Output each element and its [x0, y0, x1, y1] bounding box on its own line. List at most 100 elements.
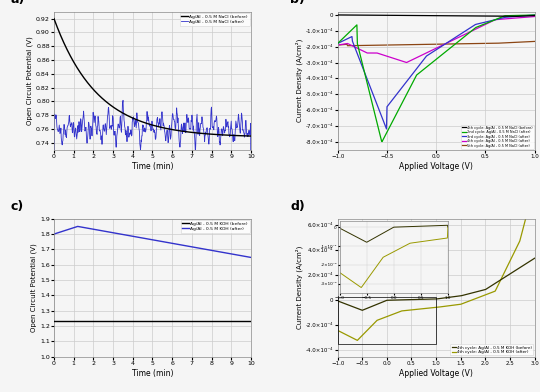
Ag/Al - 0.5 M NaCl (before): [183, 129, 189, 134]
Ag/Al - 0.5 M NaCl (after): [86, 120, 92, 125]
5th cycle: Ag/Al - 0.5 M NaCl (after): (-0.754, -0.000193): Ag/Al - 0.5 M NaCl (after): (-0.754, -0.…: [359, 43, 365, 48]
Line: 4th cycle: Ag/Al - 0.5 M NaCl (after): 4th cycle: Ag/Al - 0.5 M NaCl (after): [338, 16, 535, 62]
3rd cycle: Ag/Al - 0.5 M NaCl (after): (-0.759, -0.00031): Ag/Al - 0.5 M NaCl (after): (-0.759, -0.…: [358, 62, 365, 67]
Ag/Al - 0.5 M KOH (after): [51, 232, 58, 236]
Ag/Al - 0.5 M NaCl (before): [140, 120, 146, 125]
Line: 4th cycle: Ag/Al - 0.5 M KOH (before): 4th cycle: Ag/Al - 0.5 M KOH (before): [338, 258, 535, 310]
Ag/Al - 0.5 M KOH (after): [248, 255, 254, 260]
4th cycle: Ag/Al - 0.5 M NaCl (after): (1, -1e-05): Ag/Al - 0.5 M NaCl (after): (1, -1e-05): [531, 14, 538, 19]
Ag/Al - 0.5 M NaCl (before): [199, 131, 206, 136]
Ag/Al - 0.5 M KOH (after): [218, 250, 224, 254]
X-axis label: Applied Voltage (V): Applied Voltage (V): [399, 368, 473, 377]
4th cycle: Ag/Al - 0.5 M NaCl (after): (0.263, -0.000131): Ag/Al - 0.5 M NaCl (after): (0.263, -0.0…: [459, 33, 465, 38]
4th cycle: Ag/Al - 0.5 M KOH (after): (0.816, -6.43e-05): Ag/Al - 0.5 M KOH (after): (0.816, -6.43…: [424, 306, 430, 311]
5th cycle: Ag/Al - 0.5 M NaCl (after): (-1, -0.00019): Ag/Al - 0.5 M NaCl (after): (-1, -0.0001…: [334, 43, 341, 47]
Ag/Al - 0.5 M KOH (after): [168, 241, 174, 245]
Ag/Al - 0.5 M NaCl (after): [199, 119, 206, 123]
4th cycle: Ag/Al - 0.5 M KOH (after): (1.68, -5.33e-06): Ag/Al - 0.5 M KOH (after): (1.68, -5.33e…: [466, 299, 472, 303]
Ag/Al - 0.5 M KOH (before): [171, 319, 178, 324]
Ag/Al - 0.5 M KOH (before): [217, 319, 223, 324]
Legend: Ag/Al - 0.5 M KOH (before), Ag/Al - 0.5 M KOH (after): Ag/Al - 0.5 M KOH (before), Ag/Al - 0.5 …: [180, 220, 249, 233]
X-axis label: Time (min): Time (min): [132, 368, 173, 377]
Ag/Al - 0.5 M KOH (before): [167, 319, 174, 324]
Text: d): d): [291, 200, 305, 213]
4th cycle: Ag/Al - 0.5 M NaCl (after): (-0.759, -0.000222): Ag/Al - 0.5 M NaCl (after): (-0.759, -0.…: [358, 48, 365, 53]
4th cycle: Ag/Al - 0.5 M KOH (after): (-1, -0.00024): Ag/Al - 0.5 M KOH (after): (-1, -0.00024…: [334, 328, 341, 333]
Ag/Al - 0.5 M KOH (after): [230, 252, 237, 257]
4th cycle: Ag/Al - 0.5 M KOH (after): (1.36, -3.88e-05): Ag/Al - 0.5 M KOH (after): (1.36, -3.88e…: [451, 303, 457, 307]
Ag/Al - 0.5 M KOH (after): [51, 232, 57, 236]
Ag/Al - 0.5 M NaCl (after): [167, 137, 174, 142]
4th cycle: Ag/Al - 0.5 M KOH (before): (3, 0.000335): Ag/Al - 0.5 M KOH (before): (3, 0.000335…: [531, 256, 538, 261]
4th cycle: Ag/Al - 0.5 M NaCl (before): (-1, -0): Ag/Al - 0.5 M NaCl (before): (-1, -0): [334, 13, 341, 17]
2nd cycle: Ag/Al - 0.5 M NaCl (after): (0.459, -6.53e-05): Ag/Al - 0.5 M NaCl (after): (0.459, -6.5…: [478, 23, 484, 28]
Ag/Al - 0.5 M KOH (after): [168, 241, 175, 246]
4th cycle: Ag/Al - 0.5 M KOH (after): (-0.599, -0.00032): Ag/Al - 0.5 M KOH (after): (-0.599, -0.0…: [354, 338, 361, 343]
Ag/Al - 0.5 M NaCl (before): [86, 82, 92, 87]
Text: b): b): [291, 0, 305, 6]
X-axis label: Time (min): Time (min): [132, 162, 173, 171]
Line: Ag/Al - 0.5 M KOH (after): Ag/Al - 0.5 M KOH (after): [54, 227, 251, 258]
Ag/Al - 0.5 M KOH (after): [75, 224, 81, 229]
4th cycle: Ag/Al - 0.5 M NaCl (after): (0.459, -7.24e-05): Ag/Al - 0.5 M NaCl (after): (0.459, -7.2…: [478, 24, 484, 29]
Text: c): c): [11, 200, 24, 213]
3rd cycle: Ag/Al - 0.5 M NaCl (after): (0.263, -0.000115): Ag/Al - 0.5 M NaCl (after): (0.263, -0.0…: [459, 31, 465, 36]
4th cycle: Ag/Al - 0.5 M NaCl (after): (-0.298, -0.000299): Ag/Al - 0.5 M NaCl (after): (-0.298, -0.…: [403, 60, 410, 65]
4th cycle: Ag/Al - 0.5 M KOH (before): (2.02, 8.96e-05): Ag/Al - 0.5 M KOH (before): (2.02, 8.96e…: [483, 287, 489, 291]
Line: 5th cycle: Ag/Al - 0.5 M NaCl (after): 5th cycle: Ag/Al - 0.5 M NaCl (after): [338, 42, 535, 46]
2nd cycle: Ag/Al - 0.5 M NaCl (after): (-0.343, -0.000552): Ag/Al - 0.5 M NaCl (after): (-0.343, -0.…: [399, 100, 406, 105]
4th cycle: Ag/Al - 0.5 M NaCl (before): (-0.348, -3.26e-06): Ag/Al - 0.5 M NaCl (before): (-0.348, -3…: [399, 13, 405, 18]
4th cycle: Ag/Al - 0.5 M NaCl (before): (1, -4e-06): Ag/Al - 0.5 M NaCl (before): (1, -4e-06): [531, 13, 538, 18]
Legend: Ag/Al - 0.5 M NaCl (before), Ag/Al - 0.5 M NaCl (after): Ag/Al - 0.5 M NaCl (before), Ag/Al - 0.5…: [180, 13, 249, 26]
Line: Ag/Al - 0.5 M NaCl (before): Ag/Al - 0.5 M NaCl (before): [54, 19, 251, 136]
4th cycle: Ag/Al - 0.5 M KOH (before): (-0.285, -4.57e-05): Ag/Al - 0.5 M KOH (before): (-0.285, -4.…: [369, 304, 376, 309]
Ag/Al - 0.5 M NaCl (after): [183, 130, 189, 135]
4th cycle: Ag/Al - 0.5 M NaCl (before): (0.258, -6.29e-06): Ag/Al - 0.5 M NaCl (before): (0.258, -6.…: [458, 14, 465, 18]
Line: 2nd cycle: Ag/Al - 0.5 M NaCl (after): 2nd cycle: Ag/Al - 0.5 M NaCl (after): [338, 15, 535, 142]
Legend: 4th cycle: Ag/Al - 0.5 M KOH (before), 4th cycle: Ag/Al - 0.5 M KOH (after): 4th cycle: Ag/Al - 0.5 M KOH (before), 4…: [450, 344, 534, 356]
5th cycle: Ag/Al - 0.5 M NaCl (after): (1, -0.000167): Ag/Al - 0.5 M NaCl (after): (1, -0.00016…: [531, 39, 538, 44]
Ag/Al - 0.5 M NaCl (before): [51, 16, 57, 21]
3rd cycle: Ag/Al - 0.5 M NaCl (after): (1, 3.39e-21): Ag/Al - 0.5 M NaCl (after): (1, 3.39e-21…: [531, 13, 538, 17]
4th cycle: Ag/Al - 0.5 M NaCl (before): (-0.208, -3.96e-06): Ag/Al - 0.5 M NaCl (before): (-0.208, -3…: [413, 13, 419, 18]
4th cycle: Ag/Al - 0.5 M NaCl (before): (-0.759, -1.2e-06): Ag/Al - 0.5 M NaCl (before): (-0.759, -1…: [358, 13, 365, 18]
4th cycle: Ag/Al - 0.5 M KOH (before): (1.68, 5.28e-05): Ag/Al - 0.5 M KOH (before): (1.68, 5.28e…: [466, 291, 472, 296]
4th cycle: Ag/Al - 0.5 M NaCl (after): (-1, -0.00019): Ag/Al - 0.5 M NaCl (after): (-1, -0.0001…: [334, 43, 341, 47]
3rd cycle: Ag/Al - 0.5 M NaCl (after): (-0.343, -0.000455): Ag/Al - 0.5 M NaCl (after): (-0.343, -0.…: [399, 85, 406, 89]
Line: Ag/Al - 0.5 M NaCl (after): Ag/Al - 0.5 M NaCl (after): [54, 100, 251, 297]
3rd cycle: Ag/Al - 0.5 M NaCl (after): (0.459, -5.12e-05): Ag/Al - 0.5 M NaCl (after): (0.459, -5.1…: [478, 21, 484, 25]
Line: 4th cycle: Ag/Al - 0.5 M NaCl (before): 4th cycle: Ag/Al - 0.5 M NaCl (before): [338, 15, 535, 16]
2nd cycle: Ag/Al - 0.5 M NaCl (after): (-0.549, -0.000799): Ag/Al - 0.5 M NaCl (after): (-0.549, -0.…: [379, 139, 386, 144]
3rd cycle: Ag/Al - 0.5 M NaCl (after): (-0.504, -0.000719): Ag/Al - 0.5 M NaCl (after): (-0.504, -0.…: [383, 127, 390, 131]
4th cycle: Ag/Al - 0.5 M NaCl (after): (-0.203, -0.000271): Ag/Al - 0.5 M NaCl (after): (-0.203, -0.…: [413, 56, 420, 60]
2nd cycle: Ag/Al - 0.5 M NaCl (after): (0.449, -6.78e-05): Ag/Al - 0.5 M NaCl (after): (0.449, -6.7…: [477, 24, 483, 28]
4th cycle: Ag/Al - 0.5 M NaCl (after): (0.449, -7.54e-05): Ag/Al - 0.5 M NaCl (after): (0.449, -7.5…: [477, 25, 483, 29]
4th cycle: Ag/Al - 0.5 M KOH (before): (-1, -5e-06): Ag/Al - 0.5 M KOH (before): (-1, -5e-06): [334, 299, 341, 303]
2nd cycle: Ag/Al - 0.5 M NaCl (after): (-1, -0.00018): Ag/Al - 0.5 M NaCl (after): (-1, -0.0001…: [334, 41, 341, 46]
Ag/Al - 0.5 M KOH (after): [172, 241, 178, 246]
3rd cycle: Ag/Al - 0.5 M NaCl (after): (-1, -0.00018): Ag/Al - 0.5 M NaCl (after): (-1, -0.0001…: [334, 41, 341, 46]
Ag/Al - 0.5 M NaCl (after): [120, 98, 126, 103]
4th cycle: Ag/Al - 0.5 M KOH (after): (-0.285, -0.000194): Ag/Al - 0.5 M KOH (after): (-0.285, -0.0…: [369, 322, 376, 327]
3rd cycle: Ag/Al - 0.5 M NaCl (after): (0.449, -5.27e-05): Ag/Al - 0.5 M NaCl (after): (0.449, -5.2…: [477, 21, 483, 25]
4th cycle: Ag/Al - 0.5 M KOH (after): (0.0351, -0.000125): Ag/Al - 0.5 M KOH (after): (0.0351, -0.0…: [386, 314, 392, 318]
Ag/Al - 0.5 M NaCl (after): [102, 129, 108, 133]
3rd cycle: Ag/Al - 0.5 M NaCl (after): (-0.203, -0.000342): Ag/Al - 0.5 M NaCl (after): (-0.203, -0.…: [413, 67, 420, 72]
2nd cycle: Ag/Al - 0.5 M NaCl (after): (1, -5e-07): Ag/Al - 0.5 M NaCl (after): (1, -5e-07): [531, 13, 538, 17]
Ag/Al - 0.5 M KOH (before): [51, 319, 57, 324]
4th cycle: Ag/Al - 0.5 M KOH (before): (1.36, 2.82e-05): Ag/Al - 0.5 M KOH (before): (1.36, 2.82e…: [451, 294, 457, 299]
4th cycle: Ag/Al - 0.5 M NaCl (before): (0.454, -7.27e-06): Ag/Al - 0.5 M NaCl (before): (0.454, -7.…: [477, 14, 484, 18]
4th cycle: Ag/Al - 0.5 M KOH (before): (-0.499, -7.99e-05): Ag/Al - 0.5 M KOH (before): (-0.499, -7.…: [359, 308, 366, 313]
4th cycle: Ag/Al - 0.5 M KOH (after): (3, 0.000923): Ag/Al - 0.5 M KOH (after): (3, 0.000923): [531, 182, 538, 187]
Y-axis label: Open Circuit Potential (V): Open Circuit Potential (V): [31, 243, 37, 332]
4th cycle: Ag/Al - 0.5 M KOH (after): (2.02, 4.58e-05): Ag/Al - 0.5 M KOH (after): (2.02, 4.58e-…: [483, 292, 489, 297]
5th cycle: Ag/Al - 0.5 M NaCl (after): (0.449, -0.000181): Ag/Al - 0.5 M NaCl (after): (0.449, -0.0…: [477, 41, 483, 46]
2nd cycle: Ag/Al - 0.5 M NaCl (after): (-0.203, -0.000384): Ag/Al - 0.5 M NaCl (after): (-0.203, -0.…: [413, 73, 420, 78]
Text: a): a): [11, 0, 25, 6]
Y-axis label: Current Density (A/cm²): Current Density (A/cm²): [296, 246, 303, 329]
Ag/Al - 0.5 M NaCl (after): [140, 129, 147, 133]
2nd cycle: Ag/Al - 0.5 M NaCl (after): (-0.759, -0.000282): Ag/Al - 0.5 M NaCl (after): (-0.759, -0.…: [358, 57, 365, 62]
Bar: [338, 296, 436, 344]
4th cycle: Ag/Al - 0.5 M KOH (before): (0.816, 8.16e-06): Ag/Al - 0.5 M KOH (before): (0.816, 8.16…: [424, 297, 430, 301]
X-axis label: Applied Voltage (V): Applied Voltage (V): [399, 162, 473, 171]
